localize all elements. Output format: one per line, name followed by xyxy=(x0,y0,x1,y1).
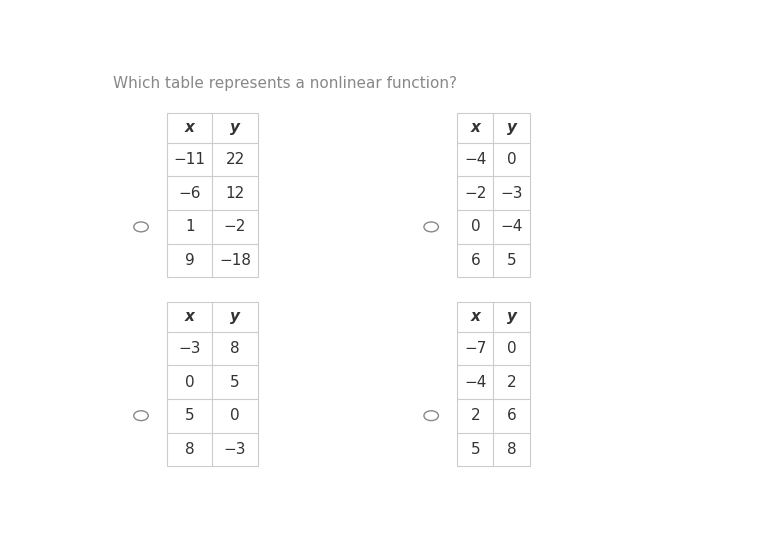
Bar xyxy=(167,302,257,466)
Text: 6: 6 xyxy=(507,408,516,423)
Text: 6: 6 xyxy=(470,253,480,268)
Text: y: y xyxy=(230,309,240,324)
Text: x: x xyxy=(185,309,195,324)
Text: 5: 5 xyxy=(185,408,194,423)
Text: 2: 2 xyxy=(507,375,516,390)
Text: −4: −4 xyxy=(464,375,487,390)
Text: 5: 5 xyxy=(470,442,480,457)
Bar xyxy=(457,113,530,277)
Text: 5: 5 xyxy=(230,375,239,390)
Text: 2: 2 xyxy=(470,408,480,423)
Text: x: x xyxy=(470,120,480,135)
Bar xyxy=(167,113,257,277)
Text: 12: 12 xyxy=(225,185,245,201)
Text: −3: −3 xyxy=(500,185,523,201)
Text: 5: 5 xyxy=(507,253,516,268)
Text: 0: 0 xyxy=(230,408,239,423)
Text: 0: 0 xyxy=(185,375,194,390)
Text: −4: −4 xyxy=(464,152,487,167)
Text: −3: −3 xyxy=(224,442,246,457)
Text: 8: 8 xyxy=(185,442,194,457)
Text: 0: 0 xyxy=(507,152,516,167)
Text: 22: 22 xyxy=(225,152,245,167)
Text: −2: −2 xyxy=(224,220,246,235)
Text: 0: 0 xyxy=(470,220,480,235)
Text: −6: −6 xyxy=(179,185,201,201)
Text: −11: −11 xyxy=(174,152,206,167)
Text: −7: −7 xyxy=(464,341,487,356)
Text: −18: −18 xyxy=(219,253,251,268)
Text: 0: 0 xyxy=(507,341,516,356)
Text: −3: −3 xyxy=(179,341,201,356)
Text: 1: 1 xyxy=(185,220,194,235)
Text: 9: 9 xyxy=(185,253,194,268)
Text: y: y xyxy=(506,309,516,324)
Text: y: y xyxy=(506,120,516,135)
Text: x: x xyxy=(185,120,195,135)
Text: −4: −4 xyxy=(501,220,523,235)
Text: Which table represents a nonlinear function?: Which table represents a nonlinear funct… xyxy=(112,76,456,91)
Bar xyxy=(457,302,530,466)
Text: −2: −2 xyxy=(464,185,487,201)
Text: 8: 8 xyxy=(230,341,239,356)
Text: 8: 8 xyxy=(507,442,516,457)
Text: x: x xyxy=(470,309,480,324)
Text: y: y xyxy=(230,120,240,135)
